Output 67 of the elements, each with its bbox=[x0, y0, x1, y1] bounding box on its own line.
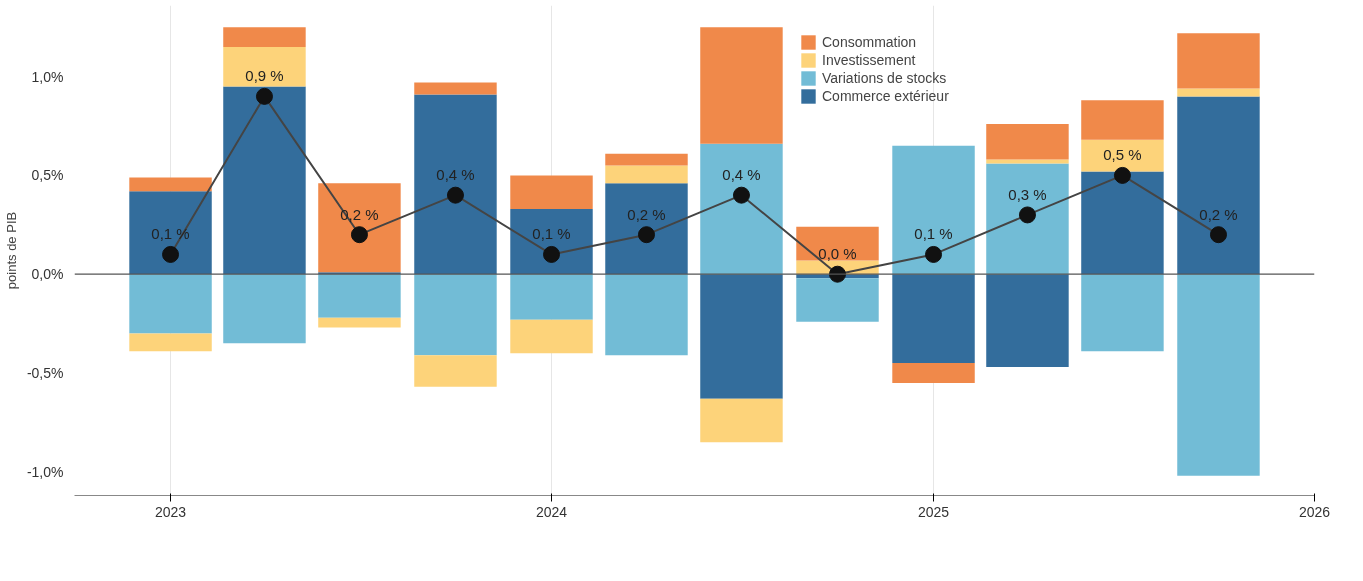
bar bbox=[223, 274, 306, 344]
bar bbox=[129, 191, 212, 275]
legend-label: Commerce extérieur bbox=[822, 87, 949, 105]
bar bbox=[510, 274, 593, 320]
bar bbox=[318, 317, 401, 328]
bar bbox=[129, 333, 212, 352]
bar bbox=[1081, 274, 1164, 352]
bar bbox=[510, 175, 593, 210]
legend-label: Variations de stocks bbox=[822, 69, 947, 87]
bar bbox=[1177, 96, 1260, 275]
bar bbox=[605, 274, 688, 356]
data-label: 0,4 % bbox=[436, 166, 475, 184]
data-label: 0,5 % bbox=[1103, 146, 1142, 164]
bar bbox=[700, 398, 783, 443]
bar bbox=[318, 274, 401, 318]
bar bbox=[1081, 100, 1164, 140]
y-axis-title: points de PIB bbox=[3, 211, 19, 290]
legend-label: Investissement bbox=[822, 51, 916, 69]
legend-label: Consommation bbox=[822, 33, 917, 51]
bar bbox=[605, 153, 688, 166]
y-tick-label: -1,0% bbox=[26, 463, 64, 480]
bar bbox=[1177, 33, 1260, 89]
y-tick-label: 0,5% bbox=[31, 167, 64, 184]
data-label: 0,4 % bbox=[722, 166, 761, 184]
bar bbox=[796, 278, 879, 322]
bar bbox=[1177, 274, 1260, 476]
bar bbox=[223, 86, 306, 275]
bar bbox=[510, 319, 593, 354]
bar bbox=[986, 274, 1069, 368]
bar bbox=[892, 274, 975, 364]
x-tick-label: 2024 bbox=[535, 503, 568, 520]
data-label: 0,2 % bbox=[627, 205, 666, 223]
bar bbox=[605, 183, 688, 275]
x-tick-label: 2026 bbox=[1298, 503, 1331, 520]
bar bbox=[414, 82, 497, 95]
bar bbox=[986, 124, 1069, 160]
bar bbox=[1081, 171, 1164, 275]
data-label: 0,1 % bbox=[532, 225, 571, 243]
bar bbox=[605, 165, 688, 184]
bar bbox=[318, 183, 401, 273]
x-tick-label: 2025 bbox=[917, 503, 950, 520]
bar bbox=[223, 46, 306, 87]
data-label: 0,2 % bbox=[1199, 205, 1238, 223]
data-label: 0,0 % bbox=[818, 245, 857, 263]
bar bbox=[414, 274, 497, 356]
y-tick-label: 1,0% bbox=[31, 68, 64, 85]
bar bbox=[129, 274, 212, 334]
bar bbox=[414, 94, 497, 275]
bar bbox=[892, 145, 975, 275]
bar bbox=[700, 27, 783, 144]
bar bbox=[700, 274, 783, 399]
bar bbox=[223, 27, 306, 47]
bar bbox=[510, 209, 593, 275]
bar bbox=[892, 363, 975, 383]
y-tick-label: 0,0% bbox=[31, 266, 64, 283]
x-tick-label: 2023 bbox=[154, 503, 187, 520]
bar bbox=[1177, 88, 1260, 97]
bar bbox=[700, 143, 783, 275]
data-label: 0,9 % bbox=[245, 67, 284, 85]
bar bbox=[986, 159, 1069, 164]
data-label: 0,3 % bbox=[1008, 185, 1047, 203]
bar bbox=[414, 355, 497, 387]
data-label: 0,1 % bbox=[914, 225, 953, 243]
bar bbox=[796, 226, 879, 261]
bar bbox=[986, 163, 1069, 275]
bar bbox=[129, 177, 212, 192]
y-tick-label: -0,5% bbox=[26, 365, 64, 381]
